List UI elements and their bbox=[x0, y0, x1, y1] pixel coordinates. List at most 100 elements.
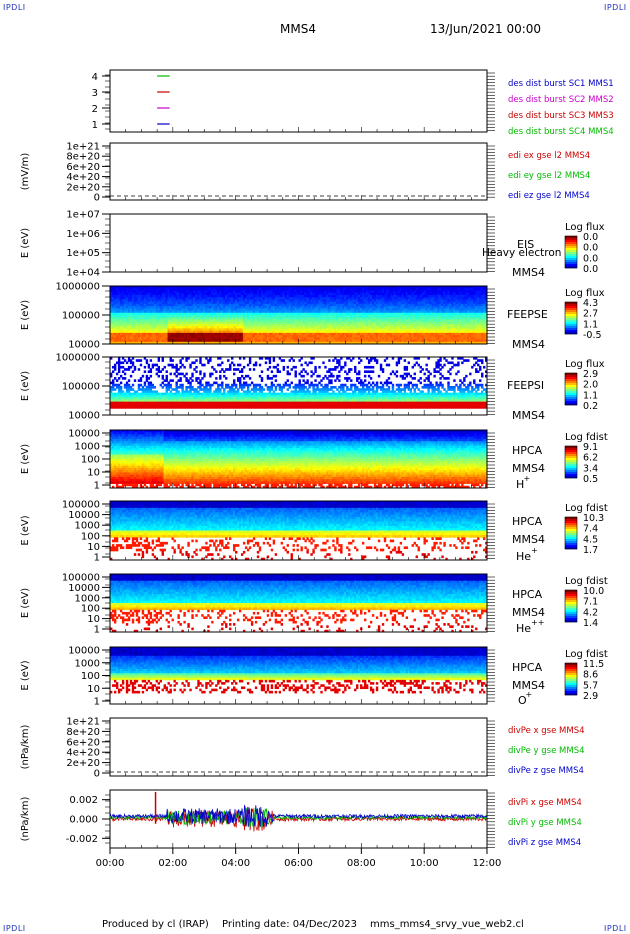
feepse-cell bbox=[270, 286, 274, 289]
feepse-cell bbox=[318, 330, 321, 334]
feepse-cell bbox=[167, 286, 170, 289]
feepse-cell bbox=[342, 315, 345, 318]
feepse-cell bbox=[266, 326, 270, 329]
feepse-cell bbox=[225, 308, 228, 311]
feepse-cell bbox=[290, 328, 293, 332]
feepse-cell bbox=[155, 319, 159, 323]
feepse-cell bbox=[316, 317, 319, 320]
feepse-cell bbox=[264, 315, 268, 318]
feepse-cell bbox=[179, 306, 182, 309]
feepse-cell bbox=[195, 326, 198, 329]
feepse-cell bbox=[326, 310, 329, 314]
feepse-cell bbox=[344, 339, 347, 343]
feepse-cell bbox=[328, 306, 331, 309]
feepse-cell bbox=[213, 330, 216, 334]
feepse-cell bbox=[161, 335, 164, 338]
feepse-cell bbox=[236, 286, 240, 289]
feepse-cell bbox=[173, 326, 176, 329]
feepse-cell bbox=[250, 292, 254, 296]
feepse-cell bbox=[203, 292, 206, 296]
feepse-cell bbox=[324, 299, 327, 303]
divpe-ytick-label: 6e+20 bbox=[66, 737, 100, 748]
feepse-cell bbox=[231, 339, 234, 343]
feepse-cell bbox=[223, 310, 226, 314]
feepse-cell bbox=[221, 303, 224, 307]
eis-colorbar-cell bbox=[565, 244, 577, 247]
feepse-cell bbox=[274, 339, 278, 343]
feepse-cell bbox=[231, 286, 234, 289]
feepse-cell bbox=[304, 312, 307, 316]
feepse-cell bbox=[127, 315, 131, 318]
feepse-cell bbox=[163, 288, 166, 291]
feepse-cell bbox=[288, 332, 291, 336]
feepse-cell bbox=[201, 292, 204, 296]
feepse-cell bbox=[189, 328, 192, 332]
feepse-cell bbox=[187, 288, 190, 291]
feepse-cell bbox=[244, 339, 248, 343]
feepse-cell bbox=[312, 292, 315, 296]
feepse-cell bbox=[294, 290, 297, 294]
feepse-cell bbox=[129, 317, 133, 320]
feepse-cell bbox=[292, 306, 295, 309]
feepse-cell bbox=[274, 330, 278, 334]
feepse-cell bbox=[211, 288, 214, 291]
feepse-cell bbox=[115, 323, 119, 327]
feepse-cell bbox=[209, 303, 212, 307]
feepse-cell bbox=[219, 299, 222, 303]
feepse-cell bbox=[334, 286, 337, 289]
feepse-cell bbox=[111, 303, 115, 307]
feepse-cell bbox=[191, 312, 194, 316]
feepse-cell bbox=[278, 337, 282, 340]
feepse-cell bbox=[266, 308, 270, 311]
feepse-cell bbox=[310, 308, 313, 311]
feepse-cell bbox=[262, 306, 266, 309]
feepse-cell bbox=[191, 288, 194, 291]
feepse-cell bbox=[199, 326, 202, 329]
feepse-cell bbox=[252, 335, 256, 338]
feepse-cell bbox=[169, 286, 172, 289]
feepse-cell bbox=[340, 288, 343, 291]
feepse-cell bbox=[127, 299, 131, 303]
feepse-cell bbox=[246, 323, 250, 327]
feepse-cell bbox=[121, 315, 125, 318]
feepse-cell bbox=[310, 312, 313, 316]
feepse-cell bbox=[338, 292, 341, 296]
feepse-cell bbox=[238, 341, 242, 345]
feepse-cell bbox=[294, 306, 297, 309]
feepse-cell bbox=[133, 317, 137, 320]
feepse-cell bbox=[322, 319, 325, 323]
feepse-cell bbox=[340, 294, 343, 298]
feepse-cell bbox=[127, 332, 131, 336]
feepse-cell bbox=[233, 328, 236, 332]
feepse-cell bbox=[282, 341, 286, 345]
feepse-cell bbox=[203, 332, 206, 336]
feepse-cell bbox=[324, 308, 327, 311]
feepse-cell bbox=[314, 321, 317, 325]
feepse-cell bbox=[217, 321, 220, 325]
feepse-cell bbox=[254, 319, 258, 323]
feepse-cell bbox=[314, 299, 317, 303]
feepse-cell bbox=[131, 299, 135, 303]
feepse-cell bbox=[119, 303, 123, 307]
feepse-cell bbox=[147, 332, 151, 336]
feepse-cell bbox=[235, 288, 238, 291]
feepse-cell bbox=[189, 303, 192, 307]
feepse-cell bbox=[155, 303, 159, 307]
feepse-cell bbox=[177, 294, 180, 298]
feepse-cell bbox=[312, 294, 315, 298]
feepse-cell bbox=[242, 315, 246, 318]
feepse-cell bbox=[221, 319, 224, 323]
feepse-cell bbox=[336, 321, 339, 325]
feepse-cell bbox=[221, 323, 224, 327]
feepse-cell bbox=[254, 290, 258, 294]
feepse-cell bbox=[185, 326, 188, 329]
feepse-cell bbox=[231, 292, 234, 296]
feepse-cell bbox=[342, 290, 345, 294]
feepse-cell bbox=[316, 303, 319, 307]
feepse-cell bbox=[342, 332, 345, 336]
feepse-cell bbox=[236, 332, 240, 336]
feepse-cell bbox=[133, 297, 137, 300]
feepse-cell bbox=[312, 341, 315, 345]
feepse-cell bbox=[242, 330, 246, 334]
feepse-cell bbox=[332, 312, 335, 316]
